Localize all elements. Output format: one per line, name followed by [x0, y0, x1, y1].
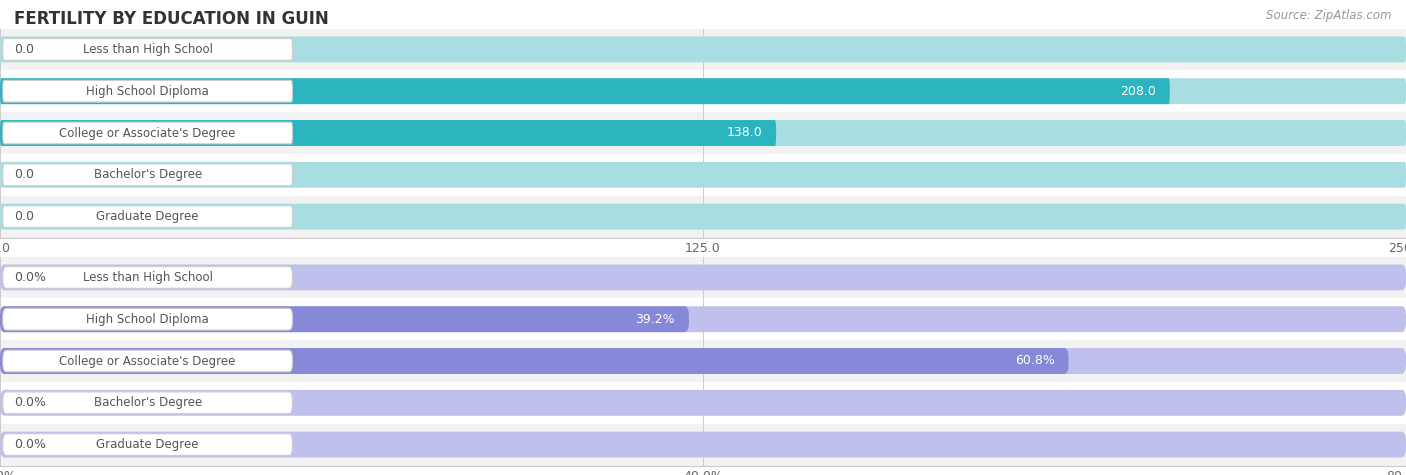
Text: 60.8%: 60.8% [1015, 354, 1054, 368]
FancyBboxPatch shape [0, 348, 1069, 374]
FancyBboxPatch shape [0, 120, 1406, 146]
FancyBboxPatch shape [3, 308, 292, 330]
Bar [0, 28, 1406, 70]
FancyBboxPatch shape [0, 265, 1406, 290]
Text: 39.2%: 39.2% [636, 313, 675, 326]
FancyBboxPatch shape [3, 266, 292, 288]
Text: College or Associate's Degree: College or Associate's Degree [59, 354, 236, 368]
Text: Bachelor's Degree: Bachelor's Degree [94, 168, 201, 181]
FancyBboxPatch shape [3, 38, 292, 60]
Text: 0.0%: 0.0% [14, 396, 46, 409]
Text: 0.0: 0.0 [14, 43, 34, 56]
FancyBboxPatch shape [0, 37, 1406, 62]
Bar [0, 70, 1406, 112]
Text: 208.0: 208.0 [1119, 85, 1156, 98]
FancyBboxPatch shape [0, 204, 1406, 229]
FancyBboxPatch shape [3, 434, 292, 456]
Bar [0, 424, 1406, 466]
FancyBboxPatch shape [0, 306, 1406, 332]
FancyBboxPatch shape [3, 392, 292, 414]
FancyBboxPatch shape [0, 432, 1406, 457]
Text: 138.0: 138.0 [727, 126, 762, 140]
FancyBboxPatch shape [3, 164, 292, 186]
Text: Graduate Degree: Graduate Degree [97, 210, 198, 223]
Text: Less than High School: Less than High School [83, 271, 212, 284]
Bar [0, 382, 1406, 424]
Text: High School Diploma: High School Diploma [86, 85, 209, 98]
Bar [0, 112, 1406, 154]
Text: 0.0: 0.0 [14, 210, 34, 223]
Bar [0, 340, 1406, 382]
FancyBboxPatch shape [0, 390, 1406, 416]
FancyBboxPatch shape [0, 162, 1406, 188]
Text: Graduate Degree: Graduate Degree [97, 438, 198, 451]
Text: Source: ZipAtlas.com: Source: ZipAtlas.com [1267, 10, 1392, 22]
Text: High School Diploma: High School Diploma [86, 313, 209, 326]
Bar [0, 256, 1406, 298]
FancyBboxPatch shape [3, 206, 292, 228]
FancyBboxPatch shape [3, 122, 292, 144]
Bar [0, 196, 1406, 238]
Text: 0.0%: 0.0% [14, 271, 46, 284]
Bar [0, 154, 1406, 196]
Text: 0.0: 0.0 [14, 168, 34, 181]
FancyBboxPatch shape [3, 350, 292, 372]
Text: Bachelor's Degree: Bachelor's Degree [94, 396, 201, 409]
FancyBboxPatch shape [0, 78, 1170, 104]
Bar [0, 298, 1406, 340]
FancyBboxPatch shape [0, 120, 776, 146]
FancyBboxPatch shape [0, 78, 1406, 104]
Text: College or Associate's Degree: College or Associate's Degree [59, 126, 236, 140]
Text: 0.0%: 0.0% [14, 438, 46, 451]
FancyBboxPatch shape [0, 306, 689, 332]
FancyBboxPatch shape [3, 80, 292, 102]
FancyBboxPatch shape [0, 348, 1406, 374]
Text: Less than High School: Less than High School [83, 43, 212, 56]
Text: FERTILITY BY EDUCATION IN GUIN: FERTILITY BY EDUCATION IN GUIN [14, 10, 329, 28]
